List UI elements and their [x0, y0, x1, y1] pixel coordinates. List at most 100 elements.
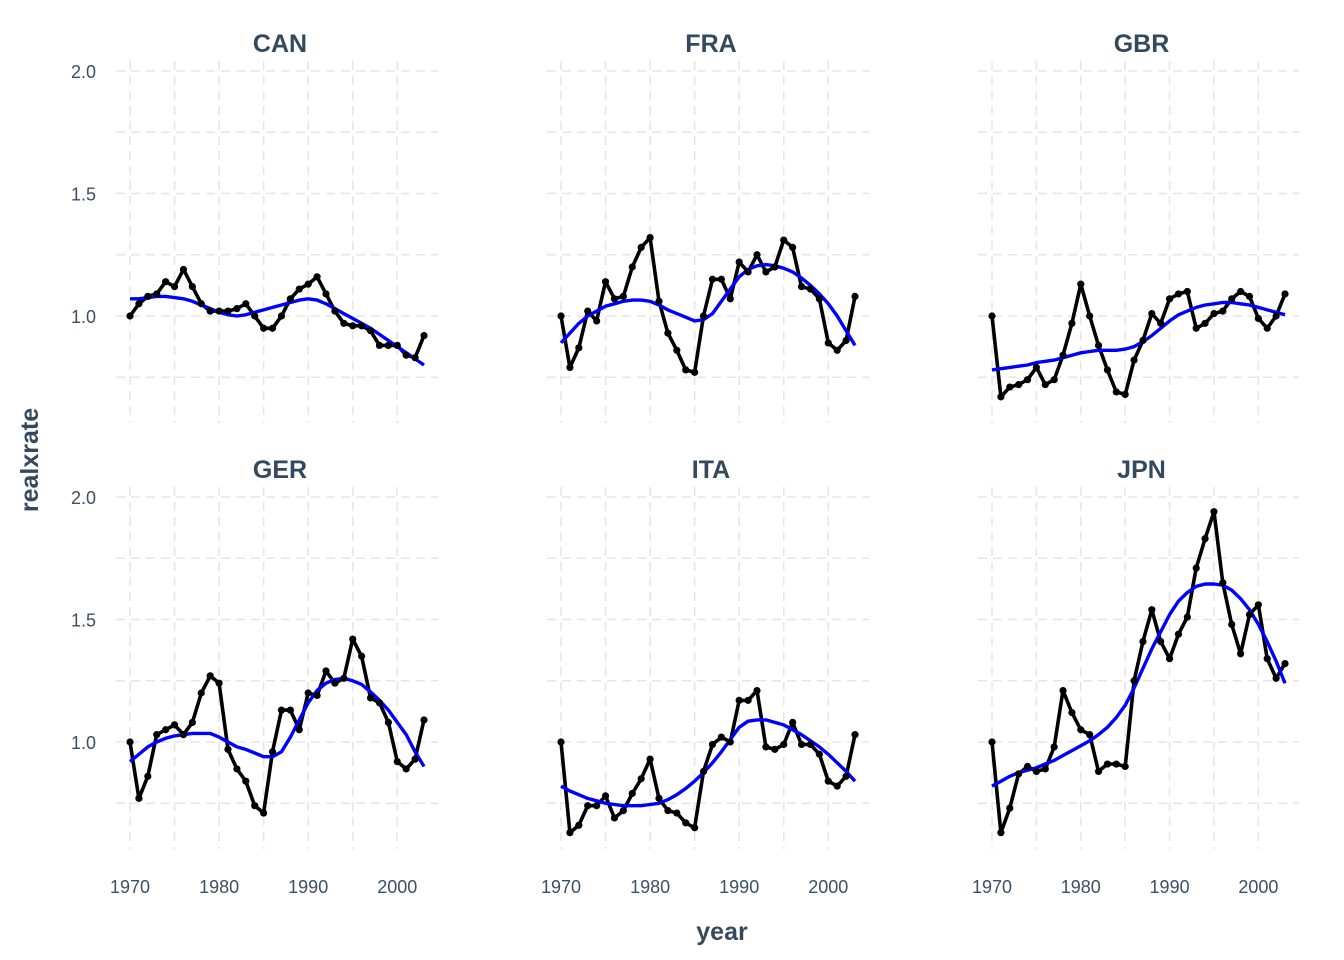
- data-point: [322, 290, 330, 298]
- y-tick-label: 2.0: [71, 62, 96, 82]
- data-point: [153, 290, 161, 298]
- data-point: [610, 814, 619, 822]
- data-point: [780, 740, 788, 749]
- data-point: [1228, 620, 1236, 629]
- data-point: [295, 285, 303, 293]
- data-point: [1201, 535, 1209, 543]
- data-point: [771, 745, 779, 753]
- data-point: [1015, 381, 1023, 389]
- data-point: [1272, 312, 1280, 320]
- data-point: [691, 368, 699, 376]
- data-point: [833, 346, 841, 354]
- data-point: [1050, 376, 1058, 384]
- data-point: [1130, 677, 1138, 685]
- panel-gbr: GBR: [978, 30, 1299, 423]
- data-point: [1254, 601, 1262, 609]
- x-tick-label: 1970: [110, 877, 150, 897]
- data-point: [393, 341, 401, 349]
- data-point: [601, 278, 610, 286]
- panel-jpn: JPN 1970 1980 1990 2000: [972, 456, 1299, 897]
- data-point: [304, 280, 312, 288]
- data-point: [313, 691, 321, 700]
- data-point: [170, 283, 179, 291]
- data-point: [619, 807, 627, 815]
- smooth-line: [130, 294, 425, 367]
- x-tick-label: 1970: [541, 877, 581, 897]
- data-point: [331, 679, 339, 687]
- data-point: [1219, 579, 1227, 587]
- data-point: [1006, 383, 1014, 391]
- data-point: [1032, 767, 1040, 776]
- data-point: [717, 275, 725, 283]
- data-point: [277, 706, 286, 714]
- x-tick-label: 1990: [719, 877, 759, 897]
- data-point: [402, 765, 410, 773]
- data-point: [393, 758, 401, 766]
- data-point: [753, 686, 761, 695]
- smooth-line: [560, 718, 857, 808]
- y-tick-label: 1.5: [71, 611, 96, 631]
- data-point: [628, 789, 636, 798]
- data-point: [637, 243, 645, 251]
- data-point: [797, 283, 806, 291]
- data-point: [637, 775, 645, 783]
- data-point: [126, 738, 134, 746]
- x-axis-title: year: [696, 918, 748, 946]
- y-tick-label: 1.0: [71, 307, 96, 327]
- data-point: [215, 679, 223, 687]
- data-point: [1041, 381, 1049, 389]
- data-point: [842, 336, 850, 345]
- data-point: [1183, 613, 1191, 621]
- data-point: [1228, 295, 1236, 303]
- panel-title: GBR: [1114, 30, 1170, 58]
- data-point: [806, 740, 815, 749]
- data-point: [1272, 674, 1280, 682]
- data-point: [708, 275, 717, 283]
- data-point: [1165, 295, 1174, 303]
- data-point: [1192, 324, 1200, 332]
- x-tick-label: 1980: [1061, 877, 1101, 897]
- data-point: [708, 740, 717, 749]
- x-tick-label: 2000: [808, 877, 848, 897]
- data-point: [717, 733, 725, 741]
- data-point: [1041, 765, 1049, 773]
- data-point: [1174, 290, 1183, 298]
- data-point: [162, 278, 170, 286]
- data-point: [824, 339, 832, 347]
- data-point: [1077, 726, 1085, 734]
- data-point: [162, 726, 170, 734]
- data-point: [286, 295, 294, 303]
- data-point: [575, 344, 583, 352]
- data-point: [1148, 606, 1156, 614]
- data-point: [1059, 686, 1067, 695]
- x-tick-label: 1990: [1150, 877, 1190, 897]
- data-point: [593, 802, 601, 810]
- data-point: [1157, 637, 1165, 646]
- data-point: [557, 738, 565, 746]
- data-point: [699, 767, 708, 776]
- data-point: [286, 706, 294, 714]
- data-point: [1139, 637, 1147, 646]
- data-point: [1086, 312, 1094, 320]
- data-point: [1059, 351, 1067, 359]
- data-point: [349, 322, 357, 330]
- series-line: [128, 637, 426, 815]
- data-point: [815, 750, 823, 758]
- data-point: [1068, 709, 1076, 717]
- data-point: [655, 794, 663, 802]
- data-point: [384, 341, 392, 349]
- data-point: [646, 234, 654, 242]
- data-point: [566, 363, 574, 372]
- data-point: [628, 263, 636, 271]
- data-point: [699, 312, 708, 320]
- data-point: [224, 745, 232, 753]
- data-point: [842, 772, 850, 780]
- data-point: [1263, 655, 1271, 663]
- data-point: [806, 285, 815, 293]
- y-tick-label: 1.0: [71, 733, 96, 753]
- data-point: [664, 807, 672, 815]
- panel-can: CAN 1.0 1.5 2.0: [71, 30, 438, 423]
- data-point: [1077, 280, 1085, 288]
- data-point: [771, 263, 779, 271]
